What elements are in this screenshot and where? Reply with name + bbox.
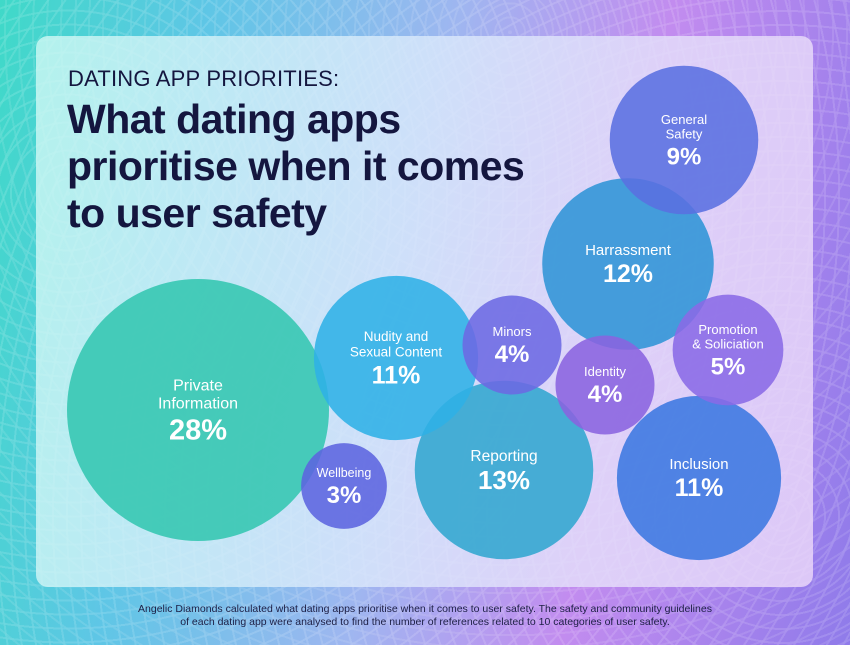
bubble-label: & Soliciation bbox=[692, 336, 764, 351]
bubble-circle bbox=[672, 294, 784, 406]
bubble-value: 4% bbox=[588, 381, 623, 408]
bubble-circle bbox=[616, 395, 782, 561]
bubble-wellbeing: Wellbeing 3% bbox=[301, 443, 387, 529]
bubble-label: Minors bbox=[492, 324, 532, 339]
bubble-minors: Minors 4% bbox=[462, 295, 562, 395]
bubble-value: 9% bbox=[667, 143, 702, 170]
bubble-circle bbox=[301, 443, 387, 529]
footnote: Angelic Diamonds calculated what dating … bbox=[0, 603, 850, 629]
footnote-line-1: Angelic Diamonds calculated what dating … bbox=[138, 603, 712, 615]
kicker-text: DATING APP PRIORITIES: bbox=[68, 66, 340, 91]
bubble-label: Harrassment bbox=[585, 242, 672, 259]
bubble-circle bbox=[414, 380, 594, 560]
bubble-label: Promotion bbox=[698, 322, 757, 337]
bubble-label: Identity bbox=[584, 364, 626, 379]
page-title: What dating apps prioritise when it come… bbox=[67, 96, 525, 236]
bubble-value: 12% bbox=[603, 260, 653, 288]
bubble-label: Private bbox=[173, 377, 223, 394]
bubble-circle bbox=[313, 275, 479, 441]
footnote-line-2: of each dating app were analysed to find… bbox=[180, 616, 670, 628]
bubble-circle bbox=[555, 335, 655, 435]
bubble-value: 13% bbox=[478, 465, 530, 495]
bubble-identity: Identity 4% bbox=[555, 335, 655, 435]
bubble-circle bbox=[609, 65, 759, 215]
bubble-circle bbox=[542, 178, 714, 350]
bubble-label: Information bbox=[158, 395, 238, 412]
bubble-label: Nudity and bbox=[364, 329, 429, 344]
bubble-label: Safety bbox=[666, 126, 703, 141]
bubble-label: Wellbeing bbox=[317, 466, 372, 480]
bubble-value: 28% bbox=[169, 415, 227, 447]
bubble-label: General bbox=[661, 112, 707, 127]
bubble-value: 5% bbox=[711, 353, 746, 380]
bubble-circle bbox=[462, 295, 562, 395]
bubble-value: 3% bbox=[327, 482, 362, 509]
bubble-value: 11% bbox=[372, 361, 421, 389]
bubble-label: Reporting bbox=[470, 448, 537, 465]
bubble-label: Inclusion bbox=[669, 456, 728, 473]
bubble-label: Sexual Content bbox=[350, 344, 443, 359]
bubble-promotion-soliciation: Promotion& Soliciation 5% bbox=[672, 294, 784, 406]
bubble-value: 4% bbox=[495, 341, 530, 368]
bubble-circle bbox=[67, 279, 329, 541]
bubble-value: 11% bbox=[675, 474, 724, 502]
